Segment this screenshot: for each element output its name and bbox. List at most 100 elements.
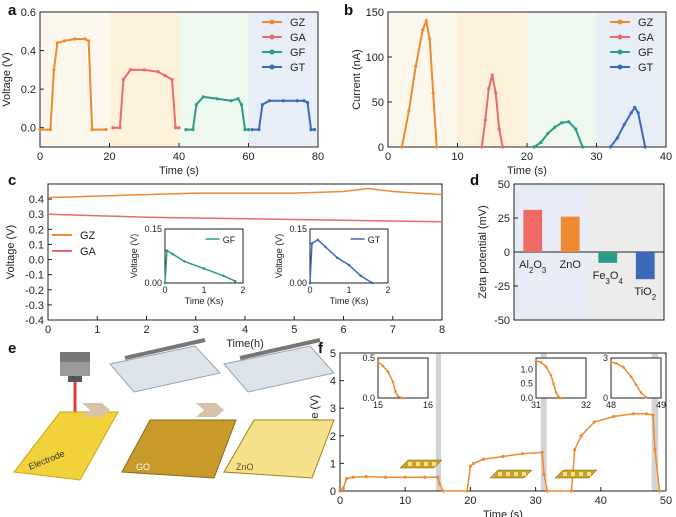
chart-b-point-GZ — [428, 37, 432, 41]
chart-f-inset-3-xtick-label: 48 — [606, 400, 616, 410]
chart-a-point-GF — [229, 99, 233, 103]
device-thumbnail-cell — [579, 472, 583, 476]
chart-c-inset-GT-xtick-label: 0 — [307, 285, 312, 295]
chart-d-bar-TiO2 — [635, 252, 655, 280]
chart-f-inset-1-xtick-label: 15 — [373, 400, 383, 410]
chart-b-point-GF — [574, 127, 578, 131]
chart-b-ylabel: Current (nA) — [351, 49, 363, 110]
chart-b-point-GT — [615, 136, 619, 140]
chart-f-xtick-label: 0 — [337, 495, 343, 507]
chart-b-point-GT — [636, 111, 640, 115]
chart-b-point-GZ — [407, 109, 411, 113]
chart-f-inset-2-xtick-label: 31 — [531, 400, 541, 410]
chart-f-inset-3-point — [614, 362, 618, 365]
chart-f-ytick-label: 5 — [330, 348, 336, 360]
chart-c-inset-GT-ytick-label: 0.00 — [289, 278, 307, 288]
chart-a-legend-marker-GA — [269, 34, 275, 40]
chart-f-inset-2-ytick-label: 1.0 — [520, 364, 533, 374]
chart-c-inset-GF-frame — [164, 228, 244, 284]
chart-a-point-GZ — [38, 128, 42, 132]
chart-b-point-GZ — [431, 91, 435, 95]
chart-a-point-GT — [302, 99, 306, 103]
chart-d-bar-Fe3O4 — [598, 252, 618, 263]
chart-b-legend-label-GZ: GZ — [638, 17, 654, 29]
chart-f-point-ZnO — [338, 489, 342, 493]
chart-f-point-ZnO — [545, 489, 549, 493]
chart-a-point-GZ — [90, 128, 94, 132]
chart-f-ytick-label: 4 — [330, 376, 336, 388]
go-label: GO — [136, 462, 150, 472]
arrow-2 — [196, 403, 224, 417]
zno-label: ZnO — [236, 462, 254, 472]
device-thumbnail-cell — [506, 472, 510, 476]
chart-b-point-GF — [553, 125, 557, 129]
chart-a-ytick-label: 0.6 — [21, 7, 36, 19]
chart-f-xtick-label: 30 — [529, 495, 541, 507]
chart-a-ytick-label: 0.0 — [21, 123, 36, 135]
chart-d-bar-Al2O3 — [523, 209, 543, 252]
chart-b-point-GZ — [421, 28, 425, 32]
device-thumbnail-cell — [416, 462, 420, 466]
chart-b-ytick-label: 0 — [378, 142, 384, 154]
chart-f-point-ZnO — [653, 448, 657, 452]
chart-c-ytick-label: -0.2 — [25, 285, 44, 297]
chart-a-point-GZ — [52, 68, 56, 72]
chart-b-xtick-label: 20 — [521, 151, 533, 163]
chart-b-legend-label-GA: GA — [638, 32, 655, 44]
chart-a-band-2 — [179, 12, 249, 147]
chart-f-xlabel: Time (s) — [483, 509, 523, 517]
chart-d-category-label: Fe3O4 — [593, 270, 624, 286]
device-thumbnail-cell — [432, 462, 436, 466]
chart-d-category-label: ZnO — [560, 259, 582, 271]
device-thumbnail-3 — [554, 469, 598, 479]
chart-c-inset-GT-frame — [309, 228, 389, 284]
chart-c-inset-GF-xtick-label: 0 — [162, 285, 167, 295]
panel-label-c: c — [8, 172, 17, 189]
chart-f-point-ZnO — [438, 482, 442, 486]
chart-d-ytick-label: 25 — [498, 213, 510, 225]
panel-a-chart: 0.0 0.2 0.4 0.6 0 20 40 60 80 Time (s) Voltage (V)… — [1, 7, 324, 177]
chart-c-xtick-label: 6 — [340, 324, 346, 336]
device-thumbnail-1 — [399, 459, 443, 469]
chart-c-ytick-label: -0.4 — [25, 315, 44, 327]
chart-a-point-GA — [111, 126, 115, 130]
chart-c-inset-GF-point — [183, 260, 186, 263]
chart-f-inset-1-point — [376, 360, 380, 364]
chart-a-xtick-label: 80 — [312, 151, 324, 163]
chart-f-ytick-label: 2 — [330, 431, 336, 443]
chart-f-inset-1-point — [396, 395, 400, 398]
chart-f-inset-3-ytick-label: 3 — [603, 353, 608, 363]
chart-b-point-GT — [608, 145, 613, 149]
chart-b-point-GT — [622, 122, 626, 127]
chart-a-point-GZ — [104, 128, 108, 132]
zno-plate — [223, 419, 335, 479]
chart-a-xtick-label: 40 — [173, 151, 185, 163]
chart-f-point-ZnO — [341, 486, 345, 490]
chart-a-point-GA — [170, 77, 174, 82]
chart-a-point-GA — [177, 126, 181, 130]
chart-b-xtick-label: 30 — [590, 151, 602, 163]
chart-f-point-ZnO — [465, 489, 469, 493]
chart-c-inset-GF-point — [233, 279, 237, 283]
chart-b-point-GZ — [400, 145, 404, 149]
chart-f-point-ZnO — [579, 434, 583, 438]
chart-b-legend-label-GF: GF — [638, 47, 654, 59]
chart-c-inset-GF-ylabel: Voltage (V) — [129, 234, 139, 279]
chart-a-point-GZ — [83, 37, 87, 41]
chart-c-inset-GT-legend-label: GT — [368, 235, 381, 245]
chart-a-legend-label-GT: GT — [290, 62, 306, 74]
panel-label-d: d — [470, 172, 480, 189]
chart-a-point-GF — [184, 128, 188, 132]
chart-f-inset-2-point — [539, 360, 543, 364]
chart-c-xtick-label: 1 — [94, 324, 100, 336]
chart-b-point-GZ — [435, 145, 439, 149]
chart-a-point-GZ — [48, 128, 53, 132]
chart-a-point-GZ — [73, 37, 77, 41]
chart-b-point-GT — [633, 105, 637, 109]
chart-f-point-ZnO — [573, 448, 577, 452]
chart-b-band-2 — [527, 12, 597, 147]
chart-f-point-ZnO — [644, 412, 649, 416]
chart-f-inset-3-point — [644, 396, 648, 399]
chart-a-series-GF — [185, 95, 249, 131]
chart-a-point-GF — [191, 128, 195, 132]
